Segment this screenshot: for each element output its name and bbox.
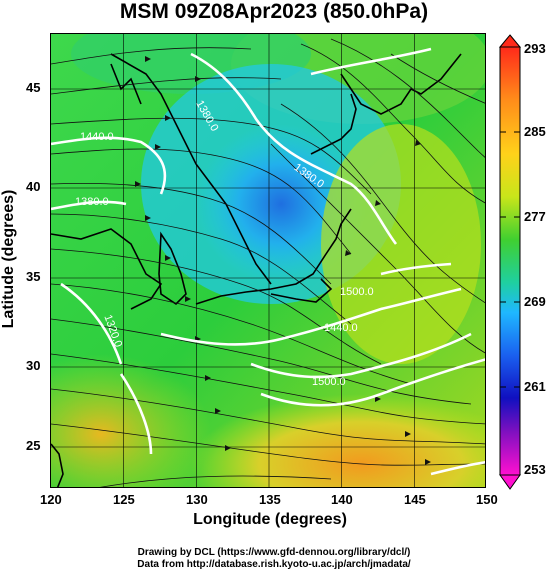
- credit-data: Data from http://database.rish.kyoto-u.a…: [137, 559, 411, 570]
- y-tick-label: 30: [26, 358, 41, 373]
- y-tick-label: 45: [26, 80, 41, 95]
- colorbar-tick-label: 277: [524, 209, 546, 224]
- contour-label: 1440.0: [80, 131, 114, 143]
- x-tick-label: 135: [259, 492, 281, 507]
- y-tick-label: 25: [26, 438, 41, 453]
- contour-label: 1500.0: [340, 286, 374, 298]
- x-tick-label: 120: [40, 492, 62, 507]
- colorbar-tick-label: 253: [524, 462, 546, 477]
- x-tick-label: 125: [113, 492, 135, 507]
- colorbar-max-arrow: [498, 34, 522, 48]
- colorbar-gradient: [499, 46, 521, 476]
- colorbar: [498, 34, 522, 490]
- contour-label: 1440.0: [420, 22, 454, 34]
- warm-region-southwest: [51, 354, 211, 487]
- grid-lines: [51, 34, 485, 487]
- temperature-wind-map: [50, 33, 486, 488]
- colorbar-tick-label: 293: [524, 41, 546, 56]
- x-tick-label: 145: [404, 492, 426, 507]
- map-title: MSM 09Z08Apr2023 (850.0hPa): [119, 0, 429, 23]
- x-axis-title: Longitude (degrees): [193, 511, 347, 528]
- credit-drawing: Drawing by DCL (https://www.gfd-dennou.o…: [137, 547, 411, 558]
- colorbar-tick-label: 285: [524, 124, 546, 139]
- x-tick-label: 130: [186, 492, 208, 507]
- map-plot: [51, 34, 485, 487]
- colorbar-tick-label: 261: [524, 379, 546, 394]
- y-tick-label: 35: [26, 269, 41, 284]
- contour-label: 1380.0: [75, 196, 109, 208]
- y-tick-label: 40: [26, 179, 41, 194]
- x-tick-label: 150: [476, 492, 498, 507]
- y-axis-title: Latitude (degrees): [0, 189, 17, 329]
- colorbar-tick-label: 269: [524, 294, 546, 309]
- x-tick-label: 140: [331, 492, 353, 507]
- wind-streamlines: [51, 38, 485, 487]
- colorbar-min-arrow: [499, 474, 521, 490]
- contour-label: 1440.0: [324, 322, 358, 334]
- height-contours: [51, 47, 485, 476]
- contour-label: 1500.0: [312, 376, 346, 388]
